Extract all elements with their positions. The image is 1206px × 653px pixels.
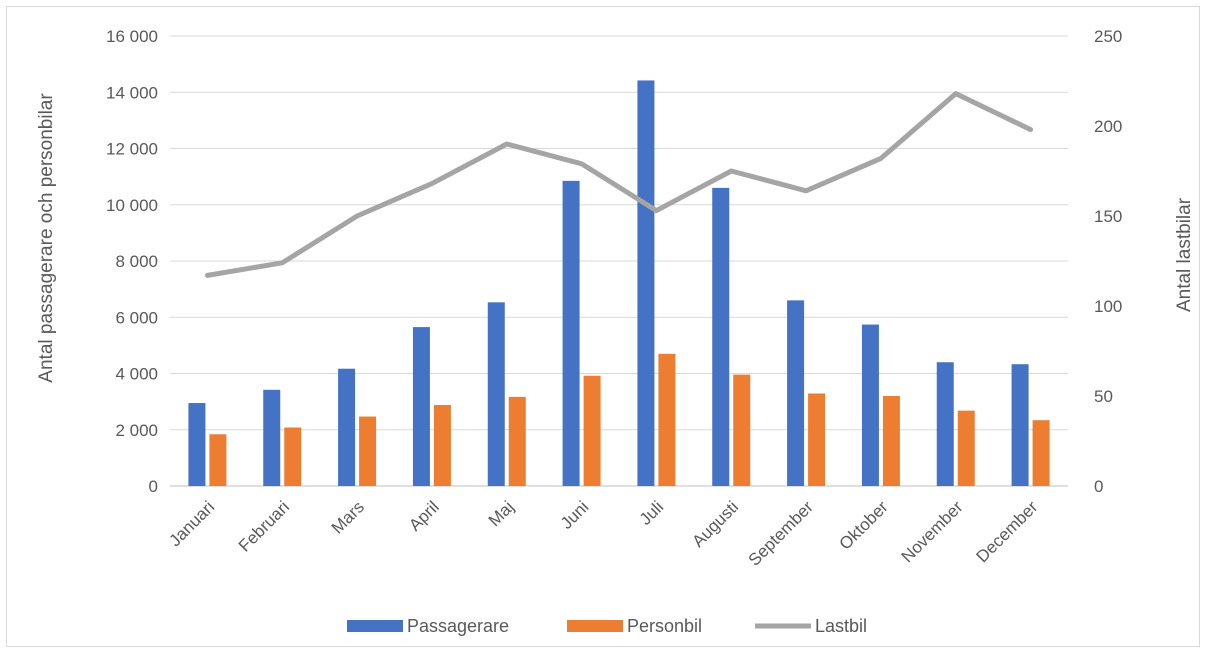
bar-personbil xyxy=(284,427,302,486)
right-tick-label: 200 xyxy=(1094,117,1122,136)
bar-passagerare xyxy=(861,324,879,486)
x-tick-label: Maj xyxy=(485,497,518,530)
bar-personbil xyxy=(808,393,826,486)
left-axis-title: Antal passagerare och personbilar xyxy=(36,93,57,383)
bar-passagerare xyxy=(412,327,430,486)
x-axis-ticks: Januari Februari Mars April Maj Juni Juli Augus… xyxy=(165,497,1041,569)
legend-swatch-passagerare xyxy=(347,620,403,632)
bar-passagerare xyxy=(936,362,954,486)
x-tick-label: Oktober xyxy=(836,497,892,553)
bar-passagerare xyxy=(338,368,356,486)
left-tick-label: 6 000 xyxy=(115,308,158,327)
left-tick-label: 2 000 xyxy=(115,421,158,440)
x-tick-label: Juli xyxy=(636,497,667,528)
left-tick-label: 10 000 xyxy=(106,196,158,215)
x-tick-label: Juni xyxy=(557,497,592,532)
bar-passagerare xyxy=(562,180,580,486)
bar-personbil xyxy=(583,375,601,486)
right-tick-label: 0 xyxy=(1094,477,1103,496)
bar-personbil xyxy=(209,434,227,486)
bars xyxy=(188,80,1050,486)
bar-passagerare xyxy=(263,389,281,486)
bar-personbil xyxy=(658,353,676,486)
x-tick-label: Augusti xyxy=(689,497,743,551)
bar-passagerare xyxy=(787,300,805,486)
right-tick-label: 100 xyxy=(1094,297,1122,316)
bar-personbil xyxy=(433,405,451,486)
left-tick-label: 8 000 xyxy=(115,252,158,271)
right-tick-label: 250 xyxy=(1094,27,1122,46)
left-tick-label: 12 000 xyxy=(106,140,158,159)
line-lastbil xyxy=(204,91,1034,278)
x-tick-label: Mars xyxy=(328,497,368,537)
legend-label-passagerare: Passagerare xyxy=(407,616,509,636)
x-tick-label: April xyxy=(405,497,442,534)
legend-swatch-personbil xyxy=(567,620,623,632)
left-tick-label: 0 xyxy=(149,477,158,496)
bar-personbil xyxy=(882,396,900,486)
legend-label-personbil: Personbil xyxy=(627,616,702,636)
x-tick-label: December xyxy=(973,497,1042,566)
right-axis-title: Antal lastbilar xyxy=(1174,197,1195,312)
left-tick-label: 4 000 xyxy=(115,365,158,384)
right-tick-label: 50 xyxy=(1094,387,1113,406)
bar-personbil xyxy=(733,374,751,486)
bar-personbil xyxy=(957,410,975,486)
bar-passagerare xyxy=(487,302,505,486)
x-tick-label: September xyxy=(745,497,817,569)
gridlines xyxy=(170,35,1068,487)
bar-personbil xyxy=(508,396,526,486)
bar-passagerare xyxy=(712,187,730,486)
bar-passagerare xyxy=(1011,364,1029,486)
left-tick-label: 14 000 xyxy=(106,83,158,102)
legend-label-lastbil: Lastbil xyxy=(815,616,867,636)
bar-passagerare xyxy=(188,403,206,486)
left-tick-label: 16 000 xyxy=(106,27,158,46)
bar-passagerare xyxy=(637,80,655,486)
right-axis-ticks: 0 50 100 150 200 250 xyxy=(1094,27,1122,496)
left-axis-ticks: 0 2 000 4 000 6 000 8 000 10 000 12 000 14 000 1… xyxy=(106,27,158,496)
bar-personbil xyxy=(1032,420,1050,486)
lastbil-line-group xyxy=(204,91,1034,278)
x-tick-label: Januari xyxy=(165,497,218,550)
bar-personbil xyxy=(359,416,377,486)
legend: Passagerare Personbil Lastbil xyxy=(347,616,867,636)
x-tick-label: Februari xyxy=(235,497,293,555)
x-tick-label: November xyxy=(898,497,967,566)
right-tick-label: 150 xyxy=(1094,207,1122,226)
